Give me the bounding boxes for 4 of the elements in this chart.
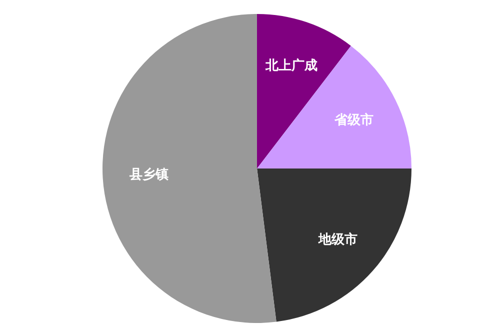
slice-label: 省级市 bbox=[333, 112, 374, 128]
slice-label: 县乡镇 bbox=[128, 166, 169, 183]
slice-label: 地级市 bbox=[318, 231, 358, 248]
slice-label: 北上广成 bbox=[264, 57, 318, 74]
